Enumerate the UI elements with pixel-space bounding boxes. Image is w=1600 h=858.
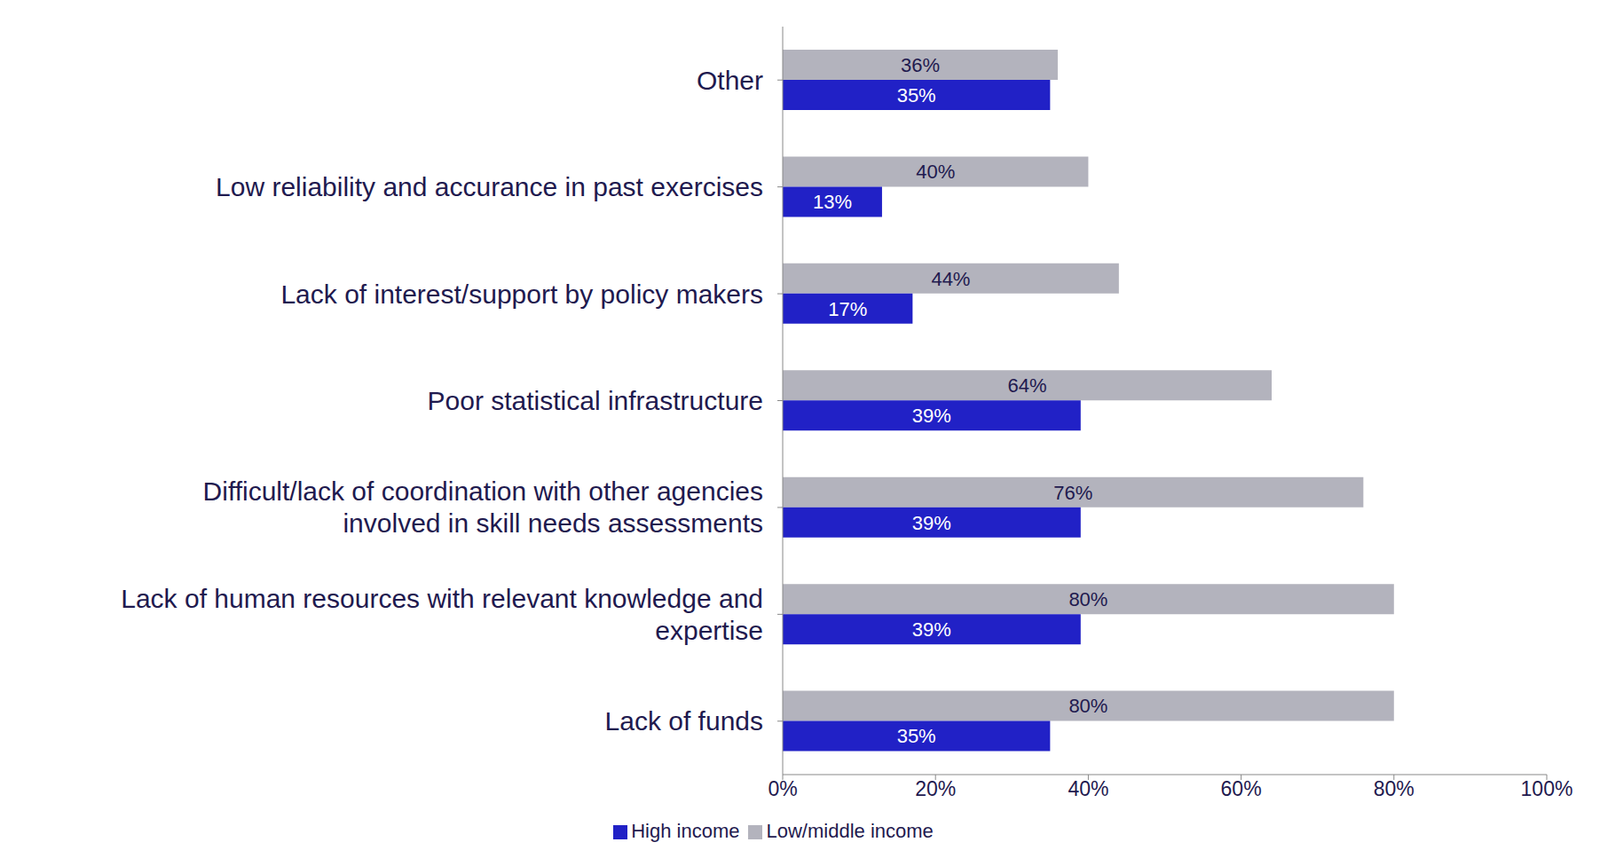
svg-text:Poor statistical infrastructur: Poor statistical infrastructure [427, 386, 764, 416]
svg-text:0%: 0% [767, 777, 797, 801]
svg-text:40%: 40% [915, 160, 955, 183]
svg-text:Lack of interest/support by po: Lack of interest/support by policy maker… [280, 279, 764, 309]
svg-text:Lack of human resources with r: Lack of human resources with relevant kn… [120, 583, 764, 646]
svg-text:39%: 39% [912, 404, 952, 427]
svg-text:60%: 60% [1221, 777, 1262, 801]
svg-text:35%: 35% [897, 725, 937, 748]
svg-text:80%: 80% [1068, 588, 1108, 611]
html-text:High income: High income [631, 819, 740, 843]
html-text:Low/middle income: Low/middle income [766, 819, 934, 843]
svg-text:Low reliability and accurance: Low reliability and accurance in past ex… [215, 172, 764, 202]
svg-text:80%: 80% [1373, 777, 1415, 801]
svg-text:76%: 76% [1053, 481, 1093, 505]
svg-text:36%: 36% [900, 54, 940, 77]
svg-text:40%: 40% [1067, 777, 1109, 801]
svg-text:39%: 39% [912, 618, 952, 641]
svg-text:13%: 13% [812, 190, 852, 213]
svg-text:Other: Other [696, 65, 764, 95]
svg-text:44%: 44% [930, 267, 970, 291]
svg-text:39%: 39% [912, 512, 952, 535]
svg-text:100%: 100% [1521, 777, 1574, 801]
svg-text:20%: 20% [914, 777, 956, 801]
svg-text:80%: 80% [1068, 694, 1108, 718]
svg-text:17%: 17% [827, 298, 867, 321]
svg-text:Difficult/lack of coordination: Difficult/lack of coordination with othe… [203, 476, 764, 538]
svg-text:Lack of funds: Lack of funds [605, 706, 764, 736]
svg-text:64%: 64% [1007, 374, 1047, 397]
svg-text:35%: 35% [897, 84, 937, 107]
